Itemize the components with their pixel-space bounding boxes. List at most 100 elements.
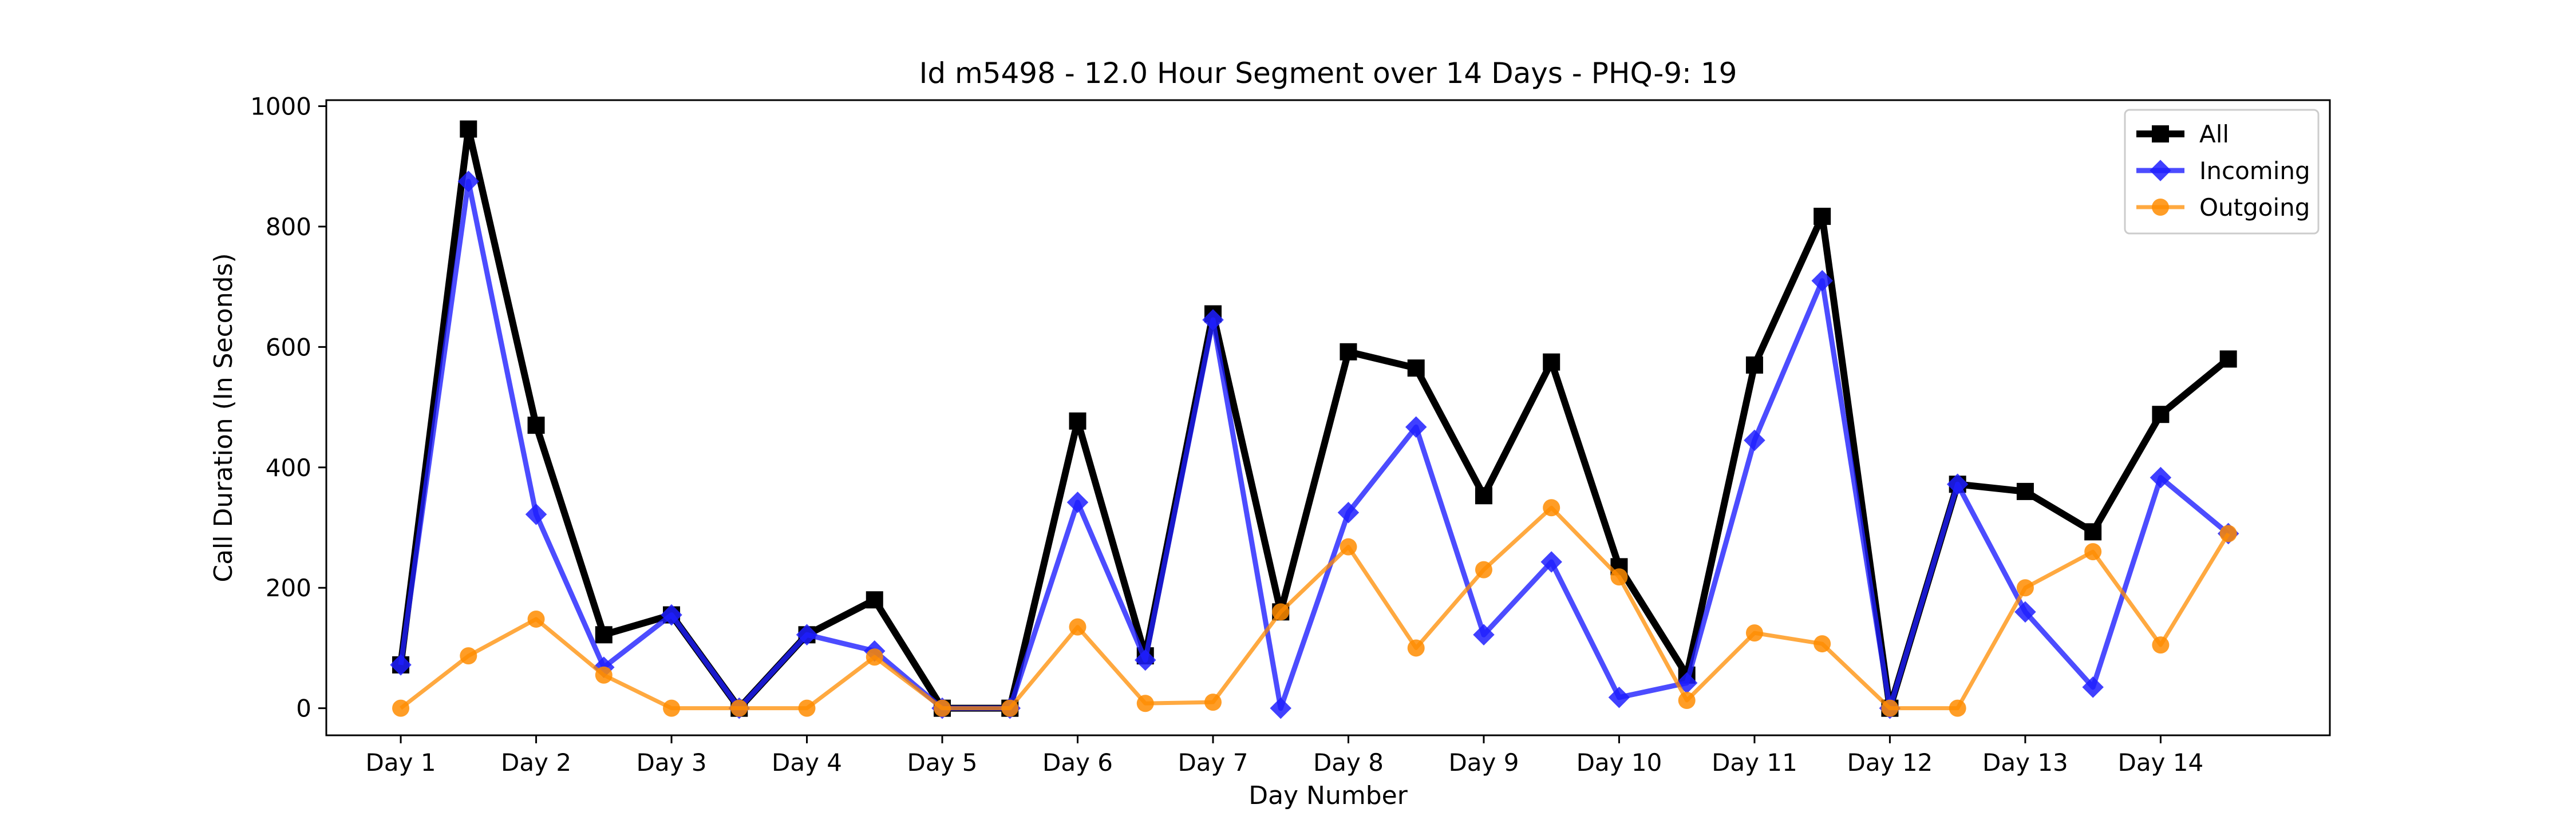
y-tick-label: 400 <box>266 454 311 482</box>
y-tick-label: 800 <box>266 213 311 241</box>
x-tick-label: Day 5 <box>907 748 978 777</box>
legend-item-outgoing: Outgoing <box>2136 193 2310 221</box>
chart-title: Id m5498 - 12.0 Hour Segment over 14 Day… <box>919 57 1737 90</box>
y-tick-label: 1000 <box>250 93 311 121</box>
y-tick-label: 200 <box>266 574 311 602</box>
data-point-all <box>1814 208 1831 225</box>
y-tick-label: 0 <box>296 695 311 723</box>
data-point-incoming <box>2014 601 2036 623</box>
x-tick-label: Day 11 <box>1712 748 1797 777</box>
data-point-outgoing <box>1745 624 1763 642</box>
data-point-all <box>2219 350 2237 368</box>
data-point-incoming <box>1134 649 1156 671</box>
data-point-incoming <box>1473 624 1495 646</box>
data-point-incoming <box>390 654 412 676</box>
legend-marker-all <box>2152 125 2169 142</box>
data-point-outgoing <box>1543 499 1560 517</box>
legend-label-outgoing: Outgoing <box>2199 193 2310 221</box>
plot-area <box>390 120 2239 719</box>
x-tick-label: Day 14 <box>2118 748 2204 777</box>
data-point-outgoing <box>2016 579 2034 597</box>
data-point-all <box>866 591 883 609</box>
data-point-outgoing <box>798 699 816 717</box>
data-point-incoming <box>1202 309 1224 331</box>
data-point-outgoing <box>1272 603 1290 621</box>
x-axis-label: Day Number <box>1249 781 1408 810</box>
legend-label-all: All <box>2199 120 2229 148</box>
x-tick-label: Day 1 <box>366 748 436 777</box>
data-point-outgoing <box>1949 699 1966 717</box>
data-point-outgoing <box>1407 639 1425 657</box>
data-point-outgoing <box>1814 635 1831 653</box>
data-point-incoming <box>1270 697 1291 719</box>
data-point-all <box>1340 343 1357 360</box>
legend-item-all: All <box>2136 120 2229 148</box>
data-point-outgoing <box>663 699 681 717</box>
x-tick-label: Day 9 <box>1448 748 1519 777</box>
data-point-outgoing <box>934 699 951 717</box>
plot-frame <box>325 99 2331 736</box>
data-point-incoming <box>2082 676 2104 698</box>
data-point-all <box>1069 412 1086 430</box>
data-point-outgoing <box>1475 561 1492 579</box>
y-axis: 0 200 400 600 800 1000 <box>250 93 326 723</box>
data-point-all <box>1543 353 1560 371</box>
data-point-all <box>2152 406 2170 423</box>
data-point-outgoing <box>1204 694 1222 711</box>
y-tick-label: 600 <box>266 333 311 361</box>
data-point-incoming <box>661 604 682 626</box>
data-point-incoming <box>2150 466 2172 489</box>
series-incoming <box>390 171 2239 719</box>
data-point-incoming <box>457 171 480 192</box>
data-point-all <box>1745 356 1763 374</box>
data-point-outgoing <box>866 648 883 666</box>
x-tick-label: Day 12 <box>1847 748 1933 777</box>
legend: All Incoming Outgoing <box>2124 109 2320 235</box>
data-point-outgoing <box>460 647 477 665</box>
legend-item-incoming: Incoming <box>2136 157 2310 185</box>
data-point-outgoing <box>2084 543 2102 561</box>
data-point-outgoing <box>1136 695 1154 712</box>
x-tick-label: Day 10 <box>1577 748 1662 777</box>
data-point-outgoing <box>730 699 748 717</box>
data-point-outgoing <box>392 699 410 717</box>
data-point-outgoing <box>2219 525 2237 542</box>
data-point-incoming <box>1811 270 1833 292</box>
x-tick-label: Day 2 <box>501 748 571 777</box>
x-axis: Day 1 Day 2 Day 3 Day 4 Day 5 Day 6 Day 7 Day 8… <box>366 735 2204 777</box>
legend-box <box>2124 109 2320 235</box>
data-point-incoming <box>1608 686 1630 708</box>
data-point-incoming <box>796 624 818 646</box>
series-outgoing <box>392 499 2237 717</box>
legend-label-incoming: Incoming <box>2199 157 2310 185</box>
series-line-incoming <box>398 179 2230 711</box>
data-point-all <box>1407 359 1425 377</box>
data-point-outgoing <box>2152 636 2170 654</box>
data-point-outgoing <box>1881 699 1899 717</box>
data-point-incoming <box>525 504 547 525</box>
data-point-outgoing <box>527 610 545 628</box>
x-tick-label: Day 4 <box>772 748 842 777</box>
data-point-all <box>2084 523 2102 541</box>
x-tick-label: Day 7 <box>1178 748 1248 777</box>
data-point-outgoing <box>595 666 613 684</box>
data-point-incoming <box>1946 473 1969 496</box>
x-tick-label: Day 13 <box>1982 748 2068 777</box>
series-line-outgoing <box>399 505 2230 711</box>
data-point-all <box>1475 487 1492 505</box>
x-tick-label: Day 3 <box>637 748 707 777</box>
data-point-incoming <box>1405 416 1427 438</box>
data-point-incoming <box>1337 501 1360 524</box>
data-point-all <box>2016 482 2034 500</box>
data-point-outgoing <box>1610 568 1628 586</box>
series-all <box>392 120 2237 717</box>
data-point-all <box>595 626 613 644</box>
x-tick-label: Day 8 <box>1313 748 1384 777</box>
x-tick-label: Day 6 <box>1042 748 1113 777</box>
legend-marker-incoming <box>2150 160 2171 181</box>
y-axis-label: Call Duration (In Seconds) <box>209 253 238 582</box>
data-point-outgoing <box>1340 538 1357 556</box>
data-point-all <box>460 120 477 138</box>
data-point-outgoing <box>1678 691 1696 709</box>
